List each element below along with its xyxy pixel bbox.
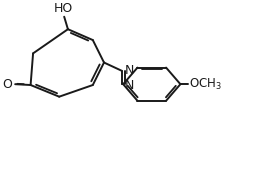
Text: OCH$_3$: OCH$_3$ [189, 77, 222, 92]
Text: N: N [125, 78, 134, 92]
Text: HO: HO [53, 2, 73, 15]
Text: O: O [2, 78, 12, 91]
Text: N: N [125, 64, 134, 77]
